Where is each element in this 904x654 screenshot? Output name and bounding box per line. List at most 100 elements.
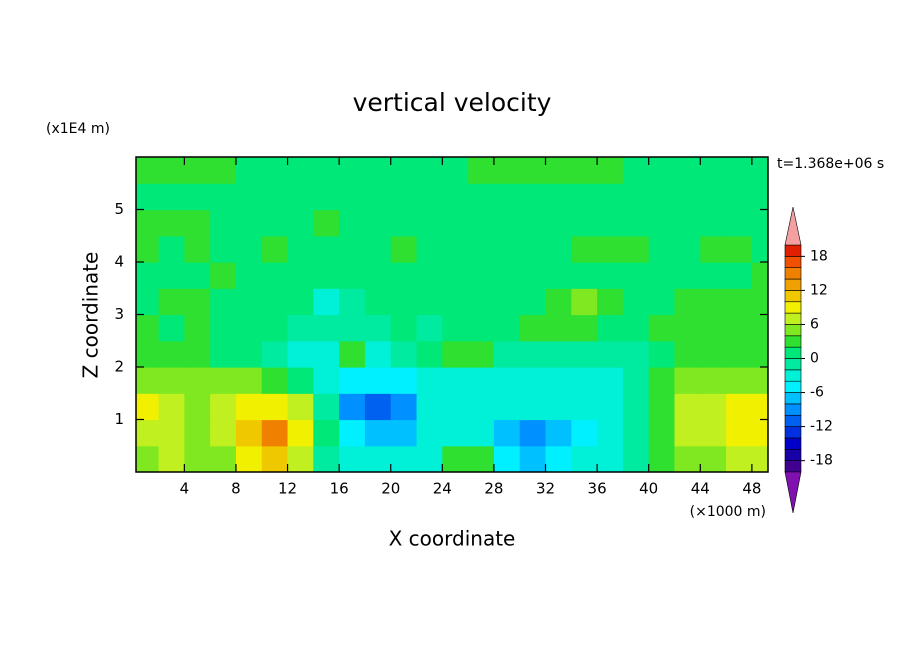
contour-cell: [648, 157, 676, 184]
contour-cell: [390, 367, 418, 394]
contour-cell: [674, 367, 701, 394]
contour-cell: [184, 367, 211, 394]
contour-cell: [700, 235, 727, 263]
contour-cell: [364, 419, 392, 447]
contour-cell: [674, 157, 701, 184]
contour-cell: [493, 183, 521, 211]
contour-cell: [751, 340, 768, 368]
contour-cell: [416, 445, 443, 472]
contour-cell: [622, 262, 650, 289]
y-unit: (x1E4 m): [46, 121, 110, 137]
contour-cell: [442, 393, 469, 421]
contour-cell: [700, 340, 727, 368]
contour-cell: [184, 235, 211, 263]
contour-cell: [674, 419, 701, 447]
y-tick-label: 4: [114, 253, 124, 271]
contour-cell: [597, 367, 624, 394]
contour-cell: [287, 157, 314, 184]
colorbar-label: 12: [810, 282, 828, 298]
contour-cell: [468, 340, 495, 368]
y-tick-label: 5: [114, 200, 124, 218]
contour-cell: [235, 235, 263, 263]
contour-cell: [468, 209, 495, 237]
contour-cell: [545, 445, 572, 472]
contour-cell: [136, 314, 160, 342]
contour-cell: [700, 419, 727, 447]
colorbar-box: [784, 301, 802, 314]
colorbar-box: [784, 335, 802, 348]
contour-cell: [390, 183, 418, 211]
contour-cell: [519, 183, 547, 211]
contour-cell: [390, 235, 418, 263]
contour-cell: [235, 393, 263, 421]
colorbar-over: [784, 206, 802, 246]
contour-cell: [390, 209, 418, 237]
contour-cell: [674, 262, 701, 289]
contour-cell: [751, 288, 768, 316]
contour-cell: [210, 367, 237, 394]
contour-cell: [416, 235, 443, 263]
contour-cell: [313, 445, 340, 472]
contour-cell: [674, 209, 701, 237]
contour-cell: [468, 314, 495, 342]
contour-cell: [210, 314, 237, 342]
contour-cell: [726, 183, 753, 211]
contour-cell: [364, 183, 392, 211]
contour-cell: [468, 393, 495, 421]
contour-cell: [339, 393, 366, 421]
x-tick-label: 28: [484, 480, 503, 498]
contour-cell: [571, 262, 598, 289]
contour-field: [136, 157, 768, 472]
x-tick-label: 12: [278, 480, 297, 498]
contour-cell: [416, 419, 443, 447]
contour-cell: [390, 393, 418, 421]
contour-cell: [339, 340, 366, 368]
contour-cell: [416, 209, 443, 237]
contour-cell: [442, 262, 469, 289]
contour-cell: [622, 209, 650, 237]
contour-cell: [210, 235, 237, 263]
contour-cell: [184, 183, 211, 211]
contour-cell: [442, 157, 469, 184]
contour-cell: [261, 393, 289, 421]
contour-cell: [571, 419, 598, 447]
contour-cell: [493, 340, 521, 368]
contour-cell: [339, 209, 366, 237]
colorbar-label: 18: [810, 248, 828, 264]
contour-cell: [442, 340, 469, 368]
colorbar-label: 0: [810, 351, 819, 367]
contour-cell: [184, 314, 211, 342]
contour-cell: [390, 262, 418, 289]
contour-cell: [545, 157, 572, 184]
contour-cell: [622, 445, 650, 472]
contour-cell: [287, 419, 314, 447]
colorbar-box: [784, 358, 802, 371]
contour-cell: [674, 445, 701, 472]
contour-cell: [751, 419, 768, 447]
contour-cell: [261, 419, 289, 447]
contour-cell: [313, 235, 340, 263]
contour-cell: [210, 393, 237, 421]
contour-cell: [597, 209, 624, 237]
contour-cell: [545, 314, 572, 342]
time-annotation: t=1.368e+06 s: [777, 156, 884, 172]
contour-cell: [184, 157, 211, 184]
contour-cell: [519, 209, 547, 237]
contour-cell: [571, 340, 598, 368]
contour-cell: [468, 235, 495, 263]
contour-cell: [622, 393, 650, 421]
contour-cell: [364, 340, 392, 368]
colorbar-label: -18: [810, 453, 833, 469]
contour-cell: [136, 393, 160, 421]
contour-cell: [136, 157, 160, 184]
contour-cell: [235, 288, 263, 316]
contour-cell: [700, 445, 727, 472]
contour-cell: [287, 209, 314, 237]
contour-cell: [571, 314, 598, 342]
contour-cell: [442, 419, 469, 447]
contour-cell: [313, 183, 340, 211]
contour-cell: [648, 262, 676, 289]
contour-cell: [622, 367, 650, 394]
contour-cell: [261, 288, 289, 316]
contour-cell: [313, 393, 340, 421]
